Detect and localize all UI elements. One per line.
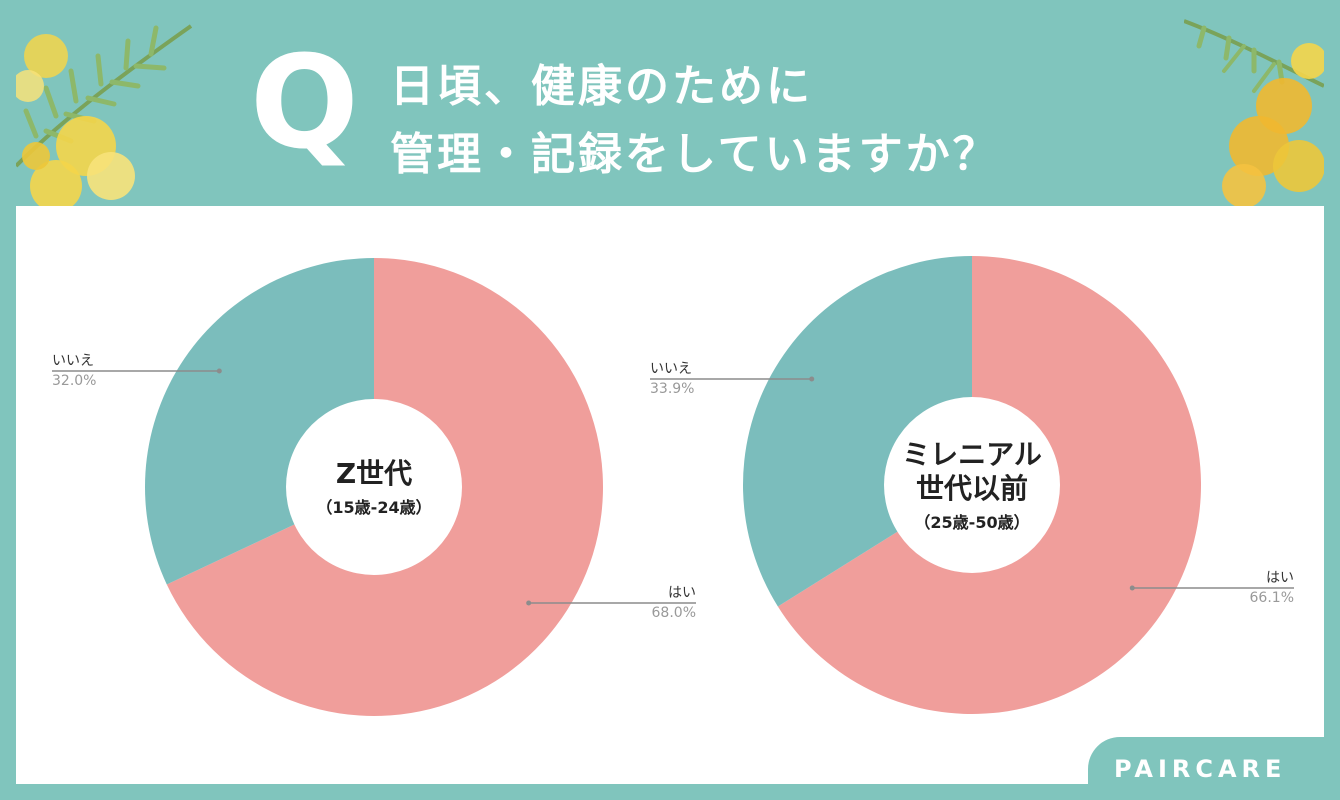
mimosa-flower-decoration-right-icon — [1184, 19, 1324, 206]
header-banner — [16, 16, 1324, 206]
pie-1-center-title-1: 世代以前 — [916, 472, 1028, 505]
question-title-line-2: 管理・記録をしていますか？ — [390, 129, 1000, 180]
pie-1-pct-1: 33.9% — [650, 381, 694, 397]
pie-1-label-0: はい — [1266, 570, 1294, 586]
brand-logo-text: PAIRCARE — [1114, 755, 1287, 783]
question-mark-letter: Q — [250, 29, 359, 178]
pie-1-label-1: いいえ — [650, 361, 692, 377]
pie-0-leader-dot-0 — [526, 600, 532, 606]
pie-0-pct-0: 68.0% — [652, 605, 696, 621]
pie-charts: はい 68.0% いいえ 32.0% Z世代 （15歳-24歳） はい 66.1% いいえ 33.… — [52, 256, 1294, 716]
pie-1-leader-dot-1 — [809, 376, 815, 382]
mimosa-flower-decoration-left-icon — [16, 24, 193, 206]
pie-0-label-1: いいえ — [52, 353, 94, 369]
pie-1-leader-dot-0 — [1129, 585, 1135, 591]
pie-0-pct-1: 32.0% — [52, 373, 96, 389]
pie-1-pct-0: 66.1% — [1250, 590, 1294, 606]
pie-1-center-subtitle: （25歳-50歳） — [914, 513, 1029, 532]
pie-0-center-subtitle: （15歳-24歳） — [316, 498, 431, 517]
pie-0-leader-dot-1 — [216, 368, 222, 374]
question-title-line-1: 日頃、健康のために — [390, 61, 813, 112]
pie-0-label-0: はい — [668, 585, 696, 601]
chart-panel: はい 68.0% いいえ 32.0% Z世代 （15歳-24歳） はい 66.1% いいえ 33.… — [16, 206, 1324, 784]
brand-tab: PAIRCARE — [1088, 737, 1340, 800]
pie-1-center-title-0: ミレニアル — [902, 438, 1042, 471]
pie-1-center-hole — [884, 397, 1060, 573]
pie-0-center-title-0: Z世代 — [336, 457, 412, 490]
pie-0-center-hole — [286, 399, 462, 575]
